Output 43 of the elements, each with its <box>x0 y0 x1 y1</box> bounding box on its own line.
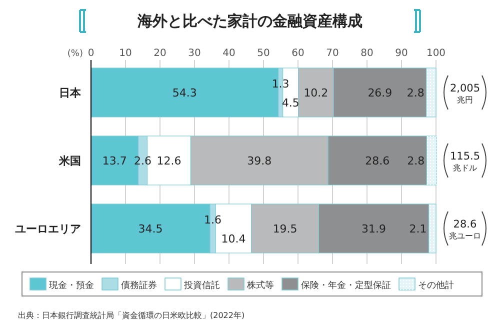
legend-label: 債務証券 <box>121 280 157 291</box>
x-tick-label: 20 <box>154 48 166 59</box>
x-axis-title: (%) <box>67 49 83 59</box>
data-label: 10.2 <box>304 86 328 100</box>
data-label: 26.9 <box>368 86 392 100</box>
x-tick-label: 30 <box>188 48 201 59</box>
data-label: 1.3 <box>272 78 290 90</box>
source-note: 出典：日本銀行調査統計局「資金循環の日米欧比較」(2022年) <box>18 311 245 320</box>
legend-label: 保険・年金・定型保証 <box>301 280 391 291</box>
data-label: 2.8 <box>406 86 424 100</box>
text: 115.5 兆ドル <box>450 150 480 172</box>
x-tick-label: 70 <box>326 48 339 59</box>
x-tick-label: 60 <box>292 48 304 59</box>
x-tick-label: 40 <box>222 48 236 59</box>
data-label: 31.9 <box>361 222 386 236</box>
x-tick-label: 100 <box>426 48 446 59</box>
data-label: 34.5 <box>138 222 163 236</box>
data-label: 2.1 <box>409 222 427 236</box>
x-tick-label: 0 <box>88 48 94 59</box>
data-label: 39.8 <box>247 154 272 168</box>
data-label: 2.8 <box>407 154 425 168</box>
legend-label: その他計 <box>418 280 454 291</box>
data-label: 28.6 <box>365 154 390 168</box>
x-tick-label: 50 <box>257 48 270 59</box>
data-label: 54.3 <box>172 86 197 100</box>
data-label: 10.4 <box>221 232 246 246</box>
data-label: 19.5 <box>272 222 298 236</box>
legend-label: 投資信託 <box>183 280 220 291</box>
data-label: 2.6 <box>134 154 152 168</box>
y-tick-label: ユーロエリア <box>15 222 81 236</box>
text: 28.6 兆ユーロ <box>449 218 481 240</box>
chart-title: 海外と比べた家計の金融資産構成 <box>136 12 362 30</box>
x-tick-label: 90 <box>395 48 408 59</box>
y-tick-label: 米国 <box>58 154 81 168</box>
data-label: 1.6 <box>204 214 222 226</box>
data-label: 13.7 <box>102 154 127 168</box>
legend-label: 現金・預金 <box>49 280 94 291</box>
y-tick-label: 日本 <box>59 86 82 100</box>
text: 2,005 兆円 <box>450 82 480 104</box>
x-tick-label: 10 <box>119 48 132 59</box>
data-label: 12.6 <box>156 154 182 168</box>
x-tick-label: 80 <box>360 48 374 59</box>
legend-label: 株式等 <box>246 280 274 291</box>
